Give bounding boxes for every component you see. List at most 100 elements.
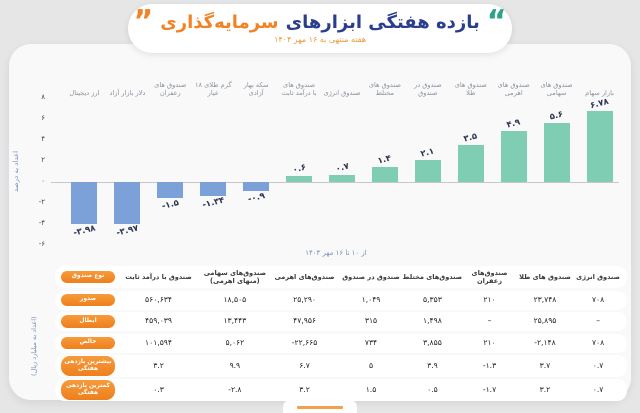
bar-area: ۳.۵ bbox=[451, 98, 490, 245]
table-cell: – bbox=[487, 316, 492, 326]
corner-label-pill: نوع صندوق bbox=[61, 270, 115, 284]
table-cell: ۳۱۵ bbox=[364, 316, 378, 326]
bar bbox=[328, 174, 355, 182]
table-row: خالص ۱۰۱,۵۹۴ ۵,۰۶۲ -۲۲,۶۶۵ ۷۳۴ ۳,۸۵۵ ۲۱۰ -۲,۱۴۸… bbox=[55, 333, 627, 353]
bar-area: -۳.۹۸ bbox=[65, 98, 104, 245]
open-quote-icon: “ bbox=[486, 3, 507, 39]
table-cell: ۱,۴۹۸ bbox=[423, 316, 442, 326]
footer-logo bbox=[283, 400, 357, 413]
y-tick-label: -۶ bbox=[38, 240, 45, 248]
category-label: صندوق های زعفران bbox=[154, 80, 187, 98]
chart-column: بازار سهام ۶.۷۸ bbox=[580, 64, 619, 245]
y-tick-label: ۶ bbox=[41, 114, 45, 122]
table-cell: ۰.۷ bbox=[592, 360, 604, 370]
title-card: “ بازده هفتگی ابزارهای سرمایه‌گذاری ” هف… bbox=[128, 4, 512, 53]
bar bbox=[200, 182, 227, 197]
chart-date-caption: از ۱۰ تا ۱۶ مهر ۱۴۰۴ bbox=[305, 249, 367, 257]
table-header-row: نوع صندوق صندوق با درآمد ثابت صندوق‌های سه… bbox=[55, 266, 627, 288]
column-header: صندوق‌های زعفران bbox=[471, 268, 508, 285]
bar bbox=[286, 175, 313, 182]
table-cell: ۷۳۴ bbox=[364, 337, 378, 347]
bar bbox=[71, 182, 98, 224]
table-cell: ۵,۳۵۳ bbox=[423, 294, 442, 304]
bar bbox=[457, 145, 484, 182]
table-cell: ۲۱۰ bbox=[483, 337, 496, 347]
bar-area: -۰.۹ bbox=[237, 98, 276, 245]
column-header: صندوق‌های سهامی (منهای اهرمی) bbox=[203, 268, 267, 285]
row-label-pill: صدور bbox=[61, 293, 115, 307]
y-axis-label: اعداد به درصد bbox=[12, 150, 20, 192]
category-label: دلار بازار آزاد bbox=[109, 89, 146, 98]
table-cell: ۷۰۸ bbox=[591, 294, 605, 304]
chart-column: گرم طلای ۱۸ عیار -۱.۳۴ bbox=[194, 64, 233, 245]
column-header: صندوق‌های مختلط bbox=[402, 272, 463, 281]
table-cell: ۰.۵ bbox=[427, 384, 438, 394]
row-label-pill: کمترین بازدهی هفتگی bbox=[61, 380, 115, 400]
table-row: کمترین بازدهی هفتگی ۰.۳ -۲.۸ ۳.۲ ۱.۵ ۰.۵ -۱.۷ ۳.… bbox=[55, 379, 627, 401]
y-tick-label: -۴ bbox=[38, 219, 45, 227]
y-tick-label: ۸ bbox=[41, 93, 45, 101]
table-cell: ۷۰۸ bbox=[591, 337, 605, 347]
table-cell: -۲.۸ bbox=[228, 384, 242, 394]
bar-area: ۴.۹ bbox=[494, 98, 533, 245]
table-cell: ۹.۹ bbox=[229, 360, 241, 370]
chart-column: صندوق های سهامی ۵.۶ bbox=[537, 64, 576, 245]
table-cell: -۱.۷ bbox=[482, 384, 497, 394]
bar bbox=[157, 182, 184, 198]
chart-column: صندوق های مختلط ۱.۴ bbox=[365, 64, 404, 245]
table-row: صدور ۵۶۰,۶۳۴ ۱۸,۵۰۵ ۲۵,۲۹۰ ۱,۰۴۹ ۵,۳۵۳ ۲۱۰ ۲۳,۷… bbox=[55, 290, 627, 310]
y-tick-label: ۰ bbox=[41, 177, 45, 185]
table-cell: ۲۳,۷۴۸ bbox=[533, 294, 557, 304]
chart-column: صندوق انرژی ۰.۷ bbox=[323, 64, 362, 245]
zero-axis-line bbox=[51, 182, 619, 183]
chart-column: سکه بهار آزادی -۰.۹ bbox=[237, 64, 276, 245]
table-cell: ۳.۲ bbox=[299, 384, 310, 394]
page-title-main: بازده هفتگی ابزارهای bbox=[285, 11, 480, 33]
bar bbox=[543, 123, 570, 182]
bar-area: ۱.۴ bbox=[365, 98, 404, 245]
table-cell: ۱۸,۵۰۵ bbox=[223, 294, 247, 304]
table-cell: ۴۵۹,۰۳۹ bbox=[145, 316, 172, 326]
table-cell: ۳.۲ bbox=[539, 384, 551, 394]
chart-column: صندوق های طلا ۳.۵ bbox=[451, 64, 490, 245]
footer-logo-line bbox=[297, 406, 343, 409]
chart-column: دلار بازار آزاد -۳.۹۷ bbox=[108, 64, 147, 245]
returns-table: نوع صندوق صندوق با درآمد ثابت صندوق‌های سه… bbox=[55, 266, 627, 404]
table-cell: -۲۲,۶۶۵ bbox=[291, 337, 318, 347]
table-cell: ۱.۵ bbox=[365, 384, 377, 394]
bar-area: -۱.۵ bbox=[151, 98, 190, 245]
category-label: صندوق های اهرمی bbox=[497, 80, 530, 98]
table-cell: ۵۶۰,۶۳۴ bbox=[145, 294, 172, 304]
chart-plot: ارز دیجیتال -۳.۹۸ دلار بازار آزاد -۳.۹۷ صندو… bbox=[65, 64, 619, 245]
table-cell: ۵ bbox=[368, 360, 374, 370]
row-label-pill: خالص bbox=[61, 336, 115, 350]
bar bbox=[414, 159, 441, 182]
row-label-pill: ابطال bbox=[61, 315, 115, 328]
main-card: اعداد به درصد ۸ ۶ ۴ ۲ ۰ -۲ -۴ -۶ ارز دیجیتال -۳.… bbox=[9, 44, 631, 401]
bar-area: ۶.۷۸ bbox=[580, 97, 619, 245]
category-label: صندوق های مختلط bbox=[368, 80, 401, 98]
column-header: صندوق در صندوق bbox=[342, 272, 400, 281]
table-cell: ۲۵,۸۹۵ bbox=[533, 316, 557, 326]
bar-area: ۰.۷ bbox=[323, 98, 362, 245]
chart-column: صندوق های زعفران -۱.۵ bbox=[151, 64, 190, 245]
title-row: “ بازده هفتگی ابزارهای سرمایه‌گذاری ” bbox=[134, 3, 507, 39]
row-label-pill: بیشترین بازدهی هفتگی bbox=[61, 356, 115, 376]
bar bbox=[500, 130, 527, 182]
bar bbox=[114, 182, 141, 224]
week-subtitle: هفته منتهی به ۱۶ مهر ۱۴۰۴ bbox=[274, 34, 366, 44]
chart-column: ارز دیجیتال -۳.۹۸ bbox=[65, 64, 104, 245]
category-label: بازار سهام bbox=[585, 89, 614, 98]
category-label: صندوق انرژی bbox=[323, 89, 361, 98]
table-cell: ۲۵,۲۹۰ bbox=[293, 294, 316, 304]
table-row: ابطال ۴۵۹,۰۳۹ ۱۳,۴۴۳ ۴۷,۹۵۶ ۳۱۵ ۱,۴۹۸ – ۲۵,۸۹۵ – bbox=[55, 312, 627, 331]
bar-area: ۵.۶ bbox=[537, 98, 576, 245]
bar-area: ۰.۶ bbox=[280, 98, 319, 245]
table-cell: ۵,۰۶۲ bbox=[225, 337, 245, 347]
category-label: صندوق در صندوق bbox=[414, 80, 442, 98]
bar bbox=[586, 110, 613, 182]
bar bbox=[371, 167, 398, 182]
table-cell: ۱۳,۴۴۳ bbox=[223, 316, 247, 326]
column-header: صندوق انرژی bbox=[576, 272, 620, 281]
table-cell: ۰.۳ bbox=[153, 384, 164, 394]
